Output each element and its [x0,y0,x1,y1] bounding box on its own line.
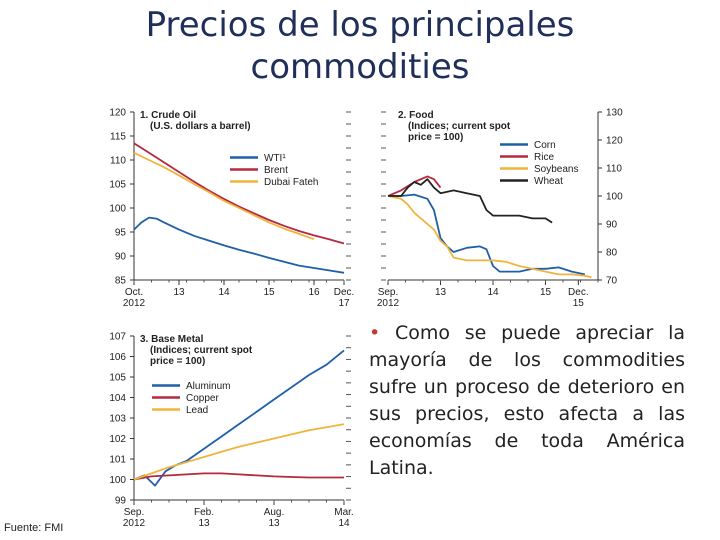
chart-subtitle: price = 100) [408,132,463,143]
title-line-1: Precios de los principales [145,5,575,45]
y-tick-label: 115 [110,132,126,143]
series-line-copper [133,472,344,481]
legend-label: Copper [186,393,219,404]
x-tick-label: 2012 [123,298,146,309]
bullet-paragraph: • Como se puede apreciar la mayoría de l… [369,320,685,482]
y-tick-label: 70 [606,276,618,287]
base-metal-chart: 99100101102103104105106107Sep.2012Feb.13… [109,332,353,530]
legend-label: Lead [186,405,208,416]
y-tick-label: 110 [606,164,622,175]
x-tick-label: 13 [173,287,185,298]
x-tick-label: Aug. [264,507,285,518]
legend-label: Rice [534,152,554,163]
x-tick-label: 14 [487,287,499,298]
x-tick-label: 16 [308,287,320,298]
y-tick-label: 90 [115,252,127,263]
y-tick-label: 95 [115,228,127,239]
legend-label: WTI¹ [264,153,286,164]
x-tick-label: Sep. [124,507,145,518]
chart-subtitle: (Indices; current spot [150,345,253,356]
legend-label: Wheat [534,176,563,187]
y-tick-label: 120 [109,108,126,119]
y-tick-label: 106 [109,352,126,363]
x-tick-label: 15 [540,287,552,298]
x-tick-label: Oct. [125,287,143,298]
legend-label: Aluminum [186,381,230,392]
x-tick-label: 15 [573,298,585,309]
y-tick-label: 105 [109,373,126,384]
x-tick-label: 14 [218,287,230,298]
chart-title: 3. Base Metal [140,334,204,345]
x-tick-label: Mar. [334,507,353,518]
x-tick-label: 14 [338,518,350,529]
crude-oil-chart: 85 90 95 100 105 110 115 120 Oct.2012 13 14 15 16 Dec… [109,108,355,310]
x-tick-label: Sep. [378,287,399,298]
series-line-wti [133,216,345,274]
x-tick-label: Dec. [568,287,589,298]
y-tick-label: 104 [109,393,126,404]
y-tick-label: 103 [109,414,126,425]
series-line-wheat [388,178,553,224]
legend-label: Corn [534,140,556,151]
x-tick-label: 13 [198,518,210,529]
bullet-icon: • [369,322,381,344]
y-tick-label: 90 [606,220,618,231]
chart-title: 1. Crude Oil [140,110,196,121]
x-tick-label: 15 [263,287,275,298]
series-line-brent [133,142,345,245]
y-tick-label: 107 [109,332,126,343]
y-tick-label: 85 [115,276,127,287]
y-tick-label: 101 [109,455,126,466]
title-line-2: commodities [250,47,470,87]
y-tick-label: 130 [606,108,623,119]
y-tick-label: 102 [109,434,126,445]
source-note: Fuente: FMI [4,522,64,534]
y-tick-label: 100 [109,475,126,486]
y-tick-label: 80 [606,248,618,259]
legend-label: Brent [264,165,288,176]
series-line-aluminum [133,349,345,487]
chart-subtitle: (U.S. dollars a barrel) [150,121,251,132]
y-tick-label: 110 [110,156,126,167]
x-tick-label: 17 [338,298,350,309]
chart-subtitle: price = 100) [150,356,205,367]
legend-label: Soybeans [534,164,578,175]
series-line-dubai-fateh [133,151,315,241]
series-line-rice [387,175,442,197]
y-tick-label: 99 [115,496,127,507]
y-tick-label: 105 [109,180,126,191]
y-tick-label: 100 [606,192,623,203]
legend-label: Dubai Fateh [264,177,318,188]
y-tick-label: 100 [109,204,126,215]
series-line-corn [388,193,586,276]
x-tick-label: 2012 [377,298,400,309]
y-tick-label: 120 [606,136,623,147]
x-tick-label: 13 [268,518,280,529]
series-line-lead [133,423,345,481]
chart-title: 2. Food [398,110,434,121]
x-tick-label: Feb. [194,507,214,518]
series-line-soybeans [387,195,592,279]
bullet-text: Como se puede apreciar la mayoría de los… [369,322,685,479]
x-tick-label: 2012 [123,518,146,529]
x-tick-label: Dec. [334,287,355,298]
x-tick-label: 13 [435,287,447,298]
chart-subtitle: (Indices; current spot [408,121,511,132]
slide-title: Precios de los principales commodities [0,4,720,88]
